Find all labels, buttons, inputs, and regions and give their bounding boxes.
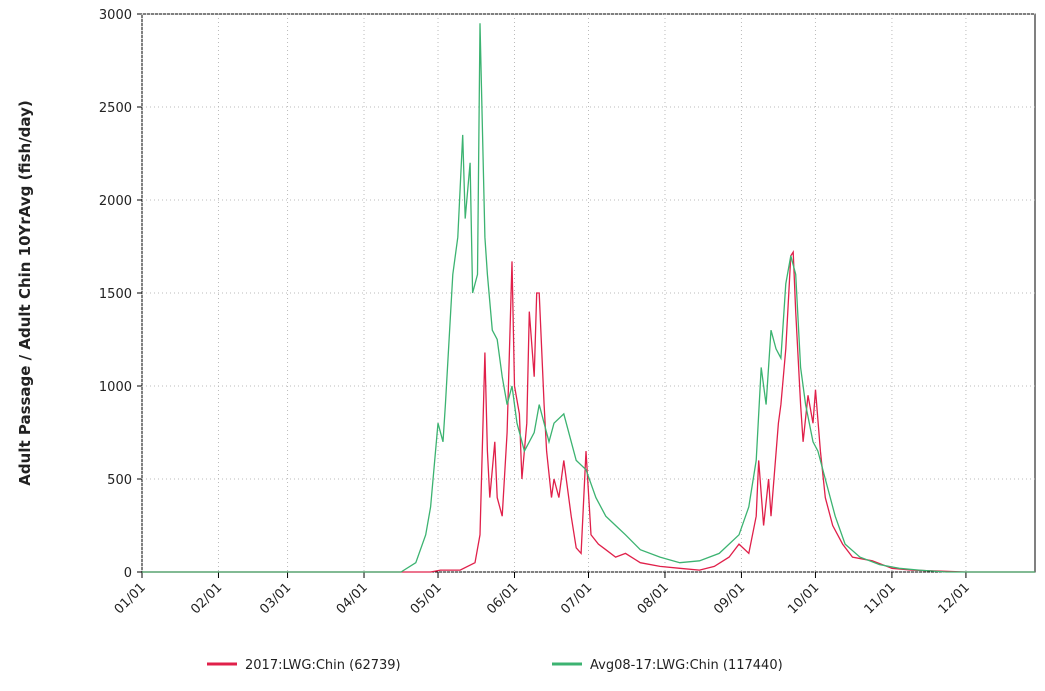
- y-tick-label: 2000: [99, 194, 132, 209]
- x-tick-label: 07/01: [558, 580, 595, 617]
- y-tick-label: 3000: [99, 8, 132, 23]
- x-tick-label: 10/01: [785, 580, 822, 617]
- x-tick-label: 04/01: [334, 580, 371, 617]
- x-tick-label: 05/01: [408, 580, 445, 617]
- data-line: [142, 250, 1035, 573]
- y-tick-label: 2500: [99, 101, 132, 116]
- y-tick-label: 1500: [99, 287, 132, 302]
- y-axis-label: Adult Passage / Adult Chin 10YrAvg (fish…: [16, 100, 34, 485]
- x-tick-label: 06/01: [484, 580, 521, 617]
- x-tick-label: 03/01: [257, 580, 294, 617]
- y-tick-label: 1000: [99, 380, 132, 395]
- legend-label: 2017:LWG:Chin (62739): [245, 658, 401, 673]
- x-tick-label: 12/01: [936, 580, 973, 617]
- x-tick-label: 09/01: [711, 580, 748, 617]
- x-tick-label: 11/01: [862, 580, 899, 617]
- x-tick-label: 01/01: [112, 580, 149, 617]
- legend-label: Avg08-17:LWG:Chin (117440): [590, 658, 783, 673]
- data-line: [142, 23, 1035, 573]
- x-tick-label: 02/01: [188, 580, 225, 617]
- y-tick-label: 0: [124, 566, 132, 581]
- x-tick-label: 08/01: [635, 580, 672, 617]
- y-tick-label: 500: [107, 473, 132, 488]
